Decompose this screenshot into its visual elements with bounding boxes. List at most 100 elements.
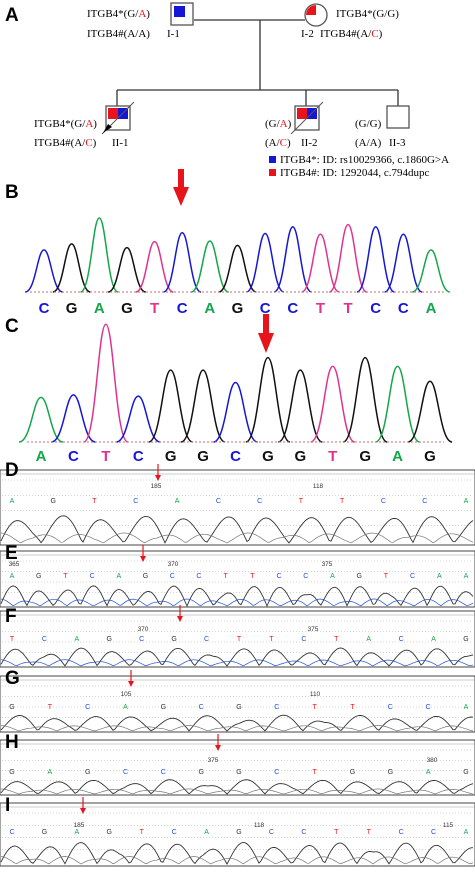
panel-d-arrowhead-icon: [155, 475, 161, 481]
ii3-genotype-itgb4-star: (G/G): [355, 118, 382, 130]
legend-itgb4-star: ITGB4*: ID: rs10029366, c.1860G>A: [280, 154, 449, 166]
seq-b-peak: [190, 240, 229, 293]
panel-g-base-call: A: [464, 704, 469, 711]
ii3-id: II-3: [389, 137, 406, 149]
seq-b-base-call: G: [121, 300, 133, 317]
panel-g-waveform-secondary: [0, 725, 474, 732]
panel-e-base-call: C: [410, 573, 415, 580]
panel-e-base-call: C: [277, 573, 282, 580]
panel-h-waveform: [0, 779, 474, 795]
seq-c-base-call: G: [359, 448, 371, 465]
panel-f-base-call: A: [431, 636, 436, 643]
panel-d-position: 185: [151, 483, 162, 490]
seq-b-base-call: T: [150, 300, 159, 317]
panel-d-position: 118: [313, 483, 324, 490]
panel-label-a: A: [5, 5, 19, 26]
pedigree-ii2-symbol: [290, 101, 324, 135]
panel-h-base-call: G: [388, 769, 393, 776]
panel-g-base-call: C: [426, 704, 431, 711]
panel-h-base-call: G: [236, 769, 241, 776]
seq-b-base-call: G: [66, 300, 78, 317]
panel-e-frame: [0, 550, 475, 608]
panel-f-base-call: G: [171, 636, 176, 643]
panel-g-frame: [0, 675, 475, 733]
panel-d-waveform-secondary: [0, 532, 474, 544]
panel-i-arrowhead-icon: [80, 808, 86, 814]
panel-g-position: 105: [121, 691, 132, 698]
panel-label-g: G: [5, 668, 20, 689]
panel-i-base-call: C: [431, 829, 436, 836]
panel-f-waveform: [0, 647, 474, 667]
panel-e-base-call: T: [63, 573, 68, 580]
seq-c-base-call: T: [101, 448, 110, 465]
panel-f-position: 375: [308, 626, 319, 633]
panel-label-d: D: [5, 460, 19, 481]
legend: ITGB4*: ID: rs10029366, c.1860G>A ITGB4#…: [269, 154, 449, 179]
panel-h-base-call: A: [426, 769, 431, 776]
ii2-genotype-itgb4-hash: (A/C): [265, 137, 291, 149]
panel-f-base-call: C: [42, 636, 47, 643]
panel-e-base-call: T: [224, 573, 229, 580]
panel-i-base-call: C: [172, 829, 177, 836]
panel-e-base-call: C: [90, 573, 95, 580]
panel-e-base-call: A: [464, 573, 469, 580]
panel-d-waveform: [0, 515, 474, 544]
panel-f-base-call: C: [204, 636, 209, 643]
seq-c-peak: [375, 365, 420, 443]
seq-c-base-call: G: [424, 448, 436, 465]
seq-b-base-call: C: [177, 300, 188, 317]
panel-g-base-call: A: [123, 704, 128, 711]
panel-e-base-call: C: [170, 573, 175, 580]
panel-i-waveform-secondary: [0, 856, 474, 865]
panel-i-base-call: T: [367, 829, 372, 836]
ii3-genotype-itgb4-hash: (A/A): [355, 137, 382, 149]
panel-i-base-call: G: [236, 829, 241, 836]
seq-b-base-call: G: [232, 300, 244, 317]
panel-h-base-call: G: [9, 769, 14, 776]
pedigree-lines: [116, 19, 399, 106]
seq-b-peak: [52, 243, 91, 293]
panel-e-base-call: A: [330, 573, 335, 580]
panel-e-position: 370: [168, 561, 179, 568]
seq-b-base-call: A: [204, 300, 215, 317]
panel-e-position: 375: [322, 561, 333, 568]
legend-itgb4-hash: ITGB4#: ID: 1292044, c.794dupc: [280, 167, 430, 179]
panel-d-base-call: A: [10, 498, 15, 505]
panel-f-base-call: T: [269, 636, 274, 643]
panel-f-base-call: G: [107, 636, 112, 643]
proband-arrow-icon: [103, 124, 112, 133]
panel-d-base-call: T: [340, 498, 345, 505]
seq-b-peak: [356, 226, 395, 293]
panel-e-trace: 365 370 375 A G T C A G C C T T C C A G T C A A: [0, 545, 475, 608]
i1-genotype-itgb4-hash: ITGB4#(A/A): [87, 28, 150, 40]
panel-i-frame: [0, 802, 475, 867]
i2-genotype-itgb4-hash: ITGB4#(A/C): [320, 28, 383, 40]
panel-d-base-call: A: [175, 498, 180, 505]
panel-g-base-call: C: [274, 704, 279, 711]
panel-i-base-call: C: [269, 829, 274, 836]
seq-b-base-call: T: [343, 300, 352, 317]
panel-d-base-call: C: [422, 498, 427, 505]
panel-e-base-call: G: [356, 573, 361, 580]
panel-label-c: C: [5, 316, 19, 337]
panel-g-arrowhead-icon: [128, 681, 134, 687]
panel-i-base-call: C: [399, 829, 404, 836]
seq-b-peak: [107, 246, 147, 293]
panel-g-position: 110: [310, 691, 321, 698]
panel-i-base-call: A: [75, 829, 80, 836]
panel-f-base-call: C: [301, 636, 306, 643]
panel-f-base-call: C: [399, 636, 404, 643]
panel-label-f: F: [5, 606, 17, 627]
panel-d-base-call: A: [464, 498, 469, 505]
seq-b-peak: [163, 232, 202, 293]
i2-red-quadrant: [306, 5, 316, 15]
panel-e-base-call: T: [250, 573, 255, 580]
panel-h-frame: [0, 739, 475, 796]
seq-c-peak: [148, 369, 194, 443]
panel-f-base-call: G: [463, 636, 468, 643]
seq-b-base-call: C: [39, 300, 50, 317]
seq-c-peak: [213, 381, 258, 443]
i1-blue-quadrant: [174, 6, 185, 17]
panel-d-base-call: C: [133, 498, 138, 505]
